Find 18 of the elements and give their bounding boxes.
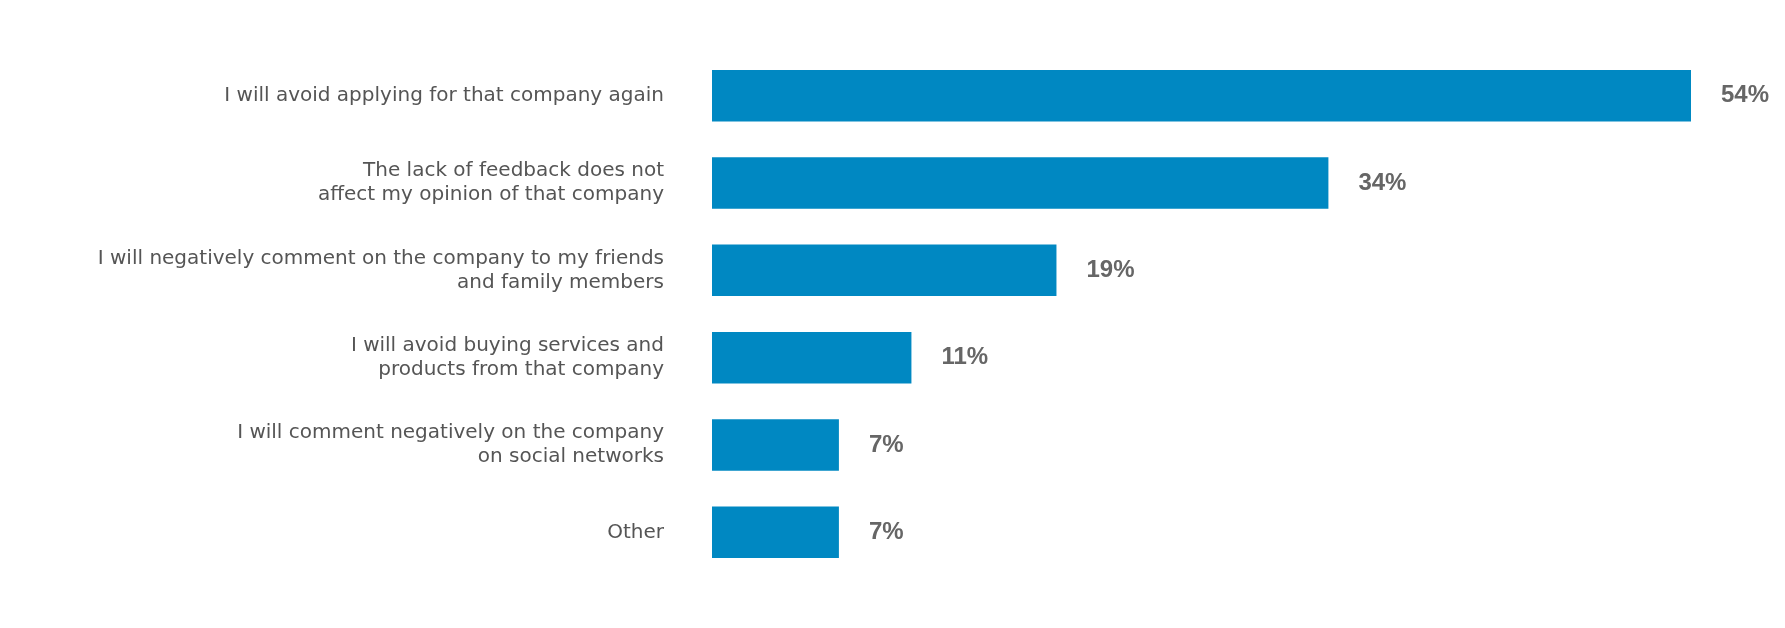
y-tick-label: I will comment negatively on the company on social networks xyxy=(237,419,665,468)
bar xyxy=(712,244,1057,297)
bar xyxy=(712,506,839,559)
data-label: 19% xyxy=(1086,254,1135,282)
y-tick-label: I will negatively comment on the company to my friends and family members xyxy=(97,244,664,293)
bar xyxy=(712,419,839,471)
y-tick-label: I will avoid buying services and products from that company xyxy=(350,331,665,380)
y-tick-label: Other xyxy=(607,518,665,543)
bar xyxy=(712,69,1691,122)
bar xyxy=(712,157,1329,209)
y-tick-label: The lack of feedback does not affect my opinion of that company xyxy=(318,157,665,206)
data-label: 7% xyxy=(868,429,904,457)
y-tick-label: I will avoid applying for that company again xyxy=(224,81,664,106)
bar xyxy=(712,331,912,384)
data-label: 54% xyxy=(1721,80,1770,108)
data-label: 7% xyxy=(868,516,904,544)
data-label: 34% xyxy=(1358,167,1407,195)
data-label: 11% xyxy=(941,342,989,370)
